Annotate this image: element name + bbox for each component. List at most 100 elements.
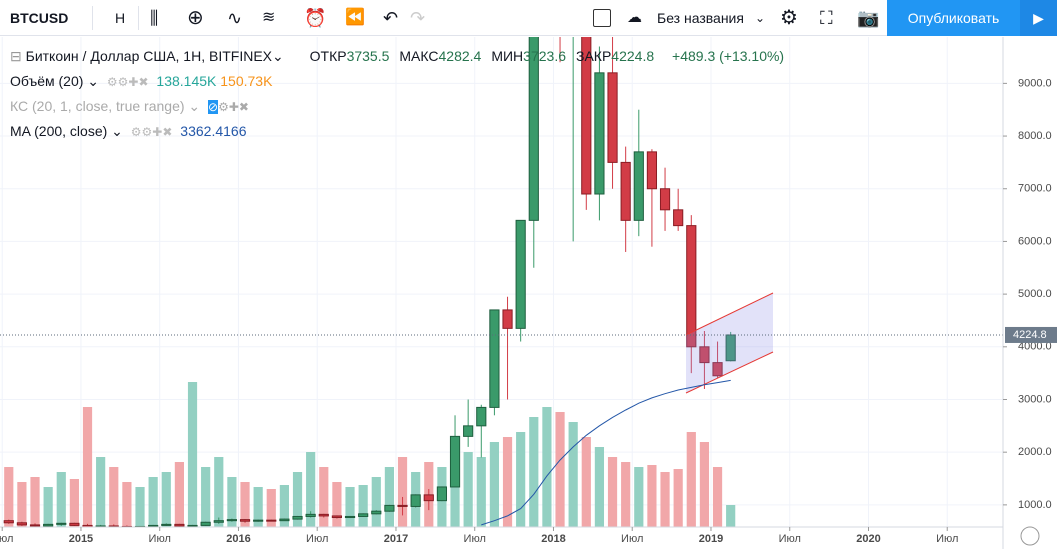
snapshot-button[interactable]: 📷 — [857, 8, 880, 28]
candle-body — [673, 209, 684, 227]
candle-body — [371, 510, 382, 515]
volume-bar — [397, 457, 408, 527]
collapse-icon[interactable]: ⊟ — [10, 48, 22, 64]
layout-menu[interactable]: ⌄ — [755, 11, 766, 25]
volume-bar — [4, 467, 14, 527]
candle-body — [659, 188, 671, 211]
redo-button[interactable]: ↷ — [410, 8, 426, 28]
candle-body — [725, 334, 736, 362]
volume-bar — [371, 477, 381, 527]
volume-bar — [240, 482, 250, 527]
ohlc-value: 4282.4 — [438, 48, 482, 64]
volume-bar — [266, 489, 276, 527]
candle-body — [279, 518, 290, 522]
indicator-name[interactable]: КС (20, 1, close, true range) — [10, 98, 185, 114]
y-tick-label: 4000.0 — [1018, 341, 1052, 353]
y-tick-label: 5000.0 — [1018, 288, 1052, 300]
x-tick-label: Июл — [306, 533, 328, 545]
volume-bar — [581, 437, 591, 527]
last-price-label: 4224.8 — [1013, 329, 1047, 341]
volume-bar — [56, 472, 66, 527]
candle-body — [633, 151, 644, 221]
volume-bar — [332, 482, 342, 527]
y-tick-label: 9000.0 — [1018, 77, 1052, 89]
ohlc-label: ЗАКР — [576, 48, 612, 64]
layout-name[interactable]: Без названия — [657, 10, 744, 26]
channel-bottom[interactable] — [685, 351, 774, 394]
candle-body — [699, 346, 710, 364]
ohlc-value: 3723.6 — [523, 48, 566, 64]
ma-line — [481, 379, 731, 526]
candle-body — [449, 435, 461, 488]
volume-bar — [607, 457, 618, 527]
x-tick-label: Июл — [149, 533, 171, 545]
volume-bar — [529, 417, 539, 527]
candle-body — [463, 425, 474, 437]
volume-bar — [69, 479, 79, 527]
volume-bar — [253, 487, 263, 527]
volume-bar — [568, 422, 578, 527]
publish-button[interactable]: Опубликовать — [887, 0, 1020, 36]
volume-bar — [109, 467, 119, 527]
settings-button[interactable] — [1020, 526, 1040, 546]
volume-bar — [30, 477, 40, 527]
volume-bar — [306, 452, 316, 527]
alert-button[interactable]: ⏰ — [304, 8, 327, 28]
legend-main: ⊟ Биткоин / Доллар США, 1Н, BITFINEX⌄ ОТ… — [10, 48, 785, 64]
volume-bar — [634, 467, 644, 527]
candle-body — [397, 504, 408, 507]
candle-body — [239, 519, 251, 522]
interval[interactable]: Н — [115, 10, 126, 26]
volume-bar — [542, 407, 552, 527]
overlay — [0, 334, 1003, 526]
volume-bar — [660, 472, 670, 527]
indicator-name[interactable]: Объём (20) — [10, 73, 84, 89]
y-tick-label: 8000.0 — [1018, 130, 1052, 142]
compare-button[interactable]: ∿ — [227, 8, 243, 28]
candle-body — [226, 519, 237, 522]
indicator-value: 150.73K — [220, 73, 273, 89]
indicator-name[interactable]: MA (200, close) — [10, 123, 108, 139]
volume-bar — [647, 465, 657, 527]
channel-top[interactable] — [685, 292, 774, 336]
legend-ma: MA (200, close) ⌄ ⚙⚙✚✖ 3362.4166 — [10, 123, 247, 139]
settings-button[interactable]: ⚙ — [780, 7, 798, 29]
candle-body — [489, 309, 500, 408]
undo-button[interactable]: ↶ — [383, 8, 399, 28]
symbol[interactable]: BTCUSD — [10, 10, 69, 26]
candle-body — [410, 494, 421, 507]
publish-menu[interactable]: ▶ — [1020, 0, 1057, 36]
candle-body — [331, 515, 342, 519]
candle-body — [82, 524, 93, 527]
last-price-box — [1005, 326, 1057, 343]
channel-fill[interactable] — [686, 293, 773, 393]
volume-bar — [135, 487, 145, 527]
volume-bar — [43, 487, 53, 527]
candle-body — [581, 37, 592, 195]
candle-body — [528, 37, 539, 221]
candle-body — [56, 522, 67, 525]
candle-body — [344, 515, 356, 519]
candle-body — [187, 524, 198, 527]
volume-bar — [82, 407, 93, 527]
candle-body — [476, 406, 487, 427]
y-tick-label: 1000.0 — [1018, 499, 1052, 511]
templates-button[interactable]: ≋ — [262, 9, 276, 26]
x-tick-label: 2018 — [541, 533, 565, 545]
candle-body — [436, 486, 448, 502]
fullscreen-button[interactable]: ⛶ — [820, 8, 833, 28]
volume-bar — [673, 469, 683, 527]
layout-button[interactable] — [593, 9, 611, 27]
candle-body — [161, 523, 172, 526]
volume-bar — [712, 467, 723, 527]
indicators-button[interactable]: ⊕ — [187, 7, 204, 29]
chart-type-button[interactable]: ⫼ — [150, 8, 159, 28]
indicator-value: 3362.4166 — [180, 123, 247, 139]
replay-button[interactable]: ⏪ — [345, 9, 365, 26]
candle-body — [384, 504, 395, 512]
volume-bar — [345, 487, 355, 527]
volume-bar — [279, 485, 289, 527]
candle-body — [200, 521, 211, 526]
x-tick-label: Июл — [779, 533, 801, 545]
